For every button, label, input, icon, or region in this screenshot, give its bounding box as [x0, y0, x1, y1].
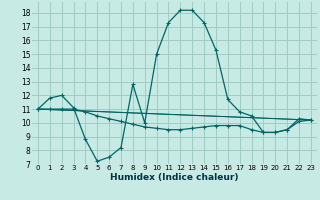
X-axis label: Humidex (Indice chaleur): Humidex (Indice chaleur): [110, 173, 239, 182]
